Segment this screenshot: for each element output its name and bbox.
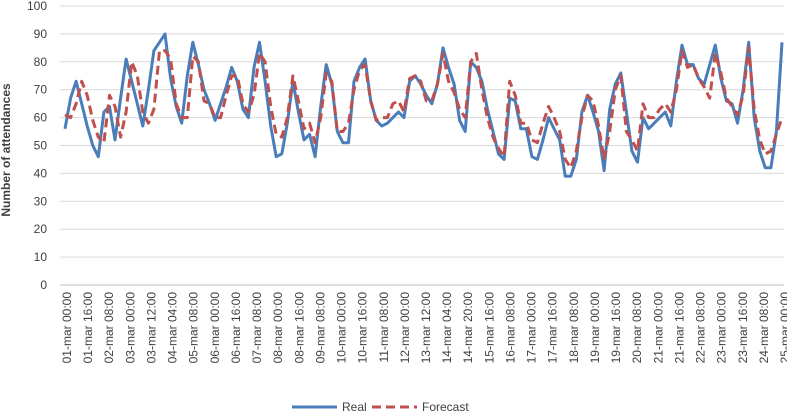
x-tick-label: 04-mar 04:00 xyxy=(166,292,180,364)
x-tick-label: 25-mar 00:00 xyxy=(778,292,787,364)
y-tick-label: 90 xyxy=(34,27,48,41)
y-tick-label: 100 xyxy=(27,0,47,13)
x-tick-label: 19-mar 00:00 xyxy=(588,292,602,364)
x-tick-label: 21-mar 16:00 xyxy=(672,292,686,364)
x-tick-label: 17-mar 16:00 xyxy=(546,292,560,364)
x-tick-label: 24-mar 08:00 xyxy=(757,292,771,364)
x-tick-label: 07-mar 08:00 xyxy=(250,292,264,364)
x-tick-label: 20-mar 08:00 xyxy=(630,292,644,364)
y-tick-label: 60 xyxy=(34,111,48,125)
y-tick-label: 80 xyxy=(34,55,48,69)
x-tick-label: 10-mar 16:00 xyxy=(356,292,370,364)
y-tick-label: 40 xyxy=(34,166,48,180)
gridlines xyxy=(60,5,784,258)
series-lines xyxy=(63,32,784,178)
x-tick-label: 02-mar 08:00 xyxy=(102,292,116,364)
x-tick-label: 22-mar 08:00 xyxy=(694,292,708,364)
x-tick-label: 23-mar 00:00 xyxy=(715,292,729,364)
legend-label-real: Real xyxy=(342,400,367,414)
series-line-forecast xyxy=(64,46,784,170)
y-tick-label: 0 xyxy=(40,278,47,292)
x-tick-label: 21-mar 00:00 xyxy=(651,292,665,364)
y-tick-label: 70 xyxy=(34,83,48,97)
x-tick-label: 13-mar 12:00 xyxy=(419,292,433,364)
y-axis-tick-labels: 0 10 20 30 40 50 60 70 80 90 100 xyxy=(27,0,47,292)
x-tick-label: 15-mar 16:00 xyxy=(482,292,496,364)
x-tick-label: 08-mar 16:00 xyxy=(292,292,306,364)
legend: Real Forecast xyxy=(292,400,469,414)
x-tick-label: 14-mar 20:00 xyxy=(461,292,475,364)
x-tick-label: 12-mar 00:00 xyxy=(398,292,412,364)
x-tick-label: 06-mar 16:00 xyxy=(229,292,243,364)
x-tick-label: 05-mar 08:00 xyxy=(187,292,201,364)
x-axis-tick-labels: 01-mar 00:00 01-mar 16:00 02-mar 08:00 03-m… xyxy=(60,292,787,364)
x-tick-label: 03-mar 12:00 xyxy=(145,292,159,364)
x-tick-label: 14-mar 04:00 xyxy=(440,292,454,364)
x-tick-label: 08-mar 00:00 xyxy=(271,292,285,364)
x-tick-label: 19-mar 16:00 xyxy=(609,292,623,364)
y-axis-label: Number of attendances xyxy=(0,83,13,217)
x-tick-label: 06-mar 00:00 xyxy=(208,292,222,364)
x-tick-label: 01-mar 00:00 xyxy=(60,292,74,364)
x-tick-label: 09-mar 08:00 xyxy=(313,292,327,364)
x-tick-label: 16-mar 08:00 xyxy=(504,292,518,364)
y-tick-label: 30 xyxy=(34,194,48,208)
series-line-real xyxy=(63,32,784,178)
x-tick-label: 03-mar 00:00 xyxy=(123,292,137,364)
x-tick-label: 17-mar 00:00 xyxy=(525,292,539,364)
y-tick-label: 10 xyxy=(34,250,48,264)
x-tick-label: 01-mar 16:00 xyxy=(81,292,95,364)
y-tick-label: 50 xyxy=(34,139,48,153)
legend-label-forecast: Forecast xyxy=(422,400,469,414)
y-tick-label: 20 xyxy=(34,222,48,236)
x-tick-label: 10-mar 00:00 xyxy=(335,292,349,364)
x-tick-label: 11-mar 08:00 xyxy=(377,292,391,363)
x-tick-label: 18-mar 08:00 xyxy=(567,292,581,364)
x-tick-label: 23-mar 16:00 xyxy=(736,292,750,364)
